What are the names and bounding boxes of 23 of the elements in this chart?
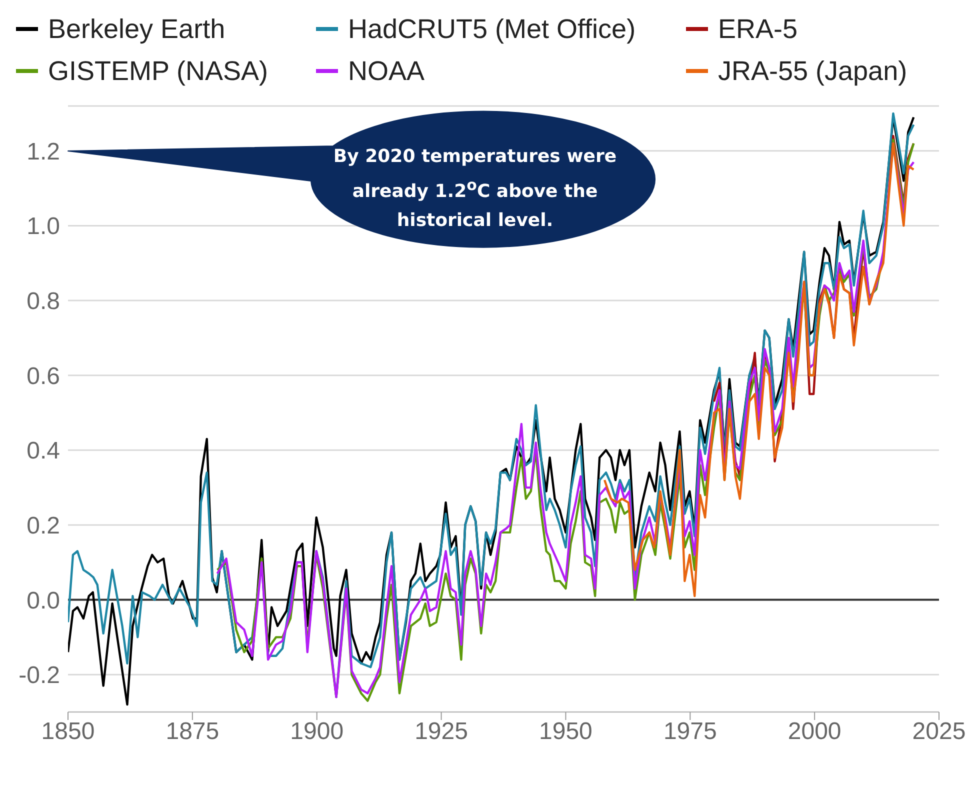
x-tick-label: 1900 bbox=[290, 718, 344, 746]
x-tick-label: 2000 bbox=[788, 718, 842, 746]
legend-label: ERA-5 bbox=[718, 14, 798, 44]
y-tick-label: -0.2 bbox=[18, 662, 60, 690]
legend-label: JRA-55 (Japan) bbox=[718, 56, 908, 86]
y-tick-label: 0.8 bbox=[26, 288, 60, 316]
y-tick-label: 0.4 bbox=[26, 438, 60, 465]
annotation: By 2020 temperatures were already 1.2$^{o}$C above the historical level. bbox=[332, 145, 618, 233]
x-tick-label: 1850 bbox=[41, 718, 95, 746]
y-tick-label: 0.0 bbox=[26, 587, 60, 614]
legend-label: GISTEMP (NASA) bbox=[48, 56, 268, 86]
x-tick-label: 1875 bbox=[166, 718, 220, 746]
x-tick-label: 2025 bbox=[912, 718, 966, 746]
x-tick-label: 1925 bbox=[414, 718, 468, 746]
legend-label: NOAA bbox=[348, 56, 425, 86]
y-tick-label: 1.0 bbox=[26, 213, 60, 240]
legend-label: HadCRUT5 (Met Office) bbox=[348, 14, 636, 44]
y-tick-label: 1.2 bbox=[26, 138, 60, 166]
legend-label: Berkeley Earth bbox=[48, 14, 226, 44]
y-tick-label: 0.2 bbox=[26, 512, 60, 540]
x-tick-label: 1950 bbox=[539, 718, 592, 746]
x-tick-label: 1975 bbox=[663, 718, 717, 746]
y-tick-label: 0.6 bbox=[26, 362, 60, 390]
